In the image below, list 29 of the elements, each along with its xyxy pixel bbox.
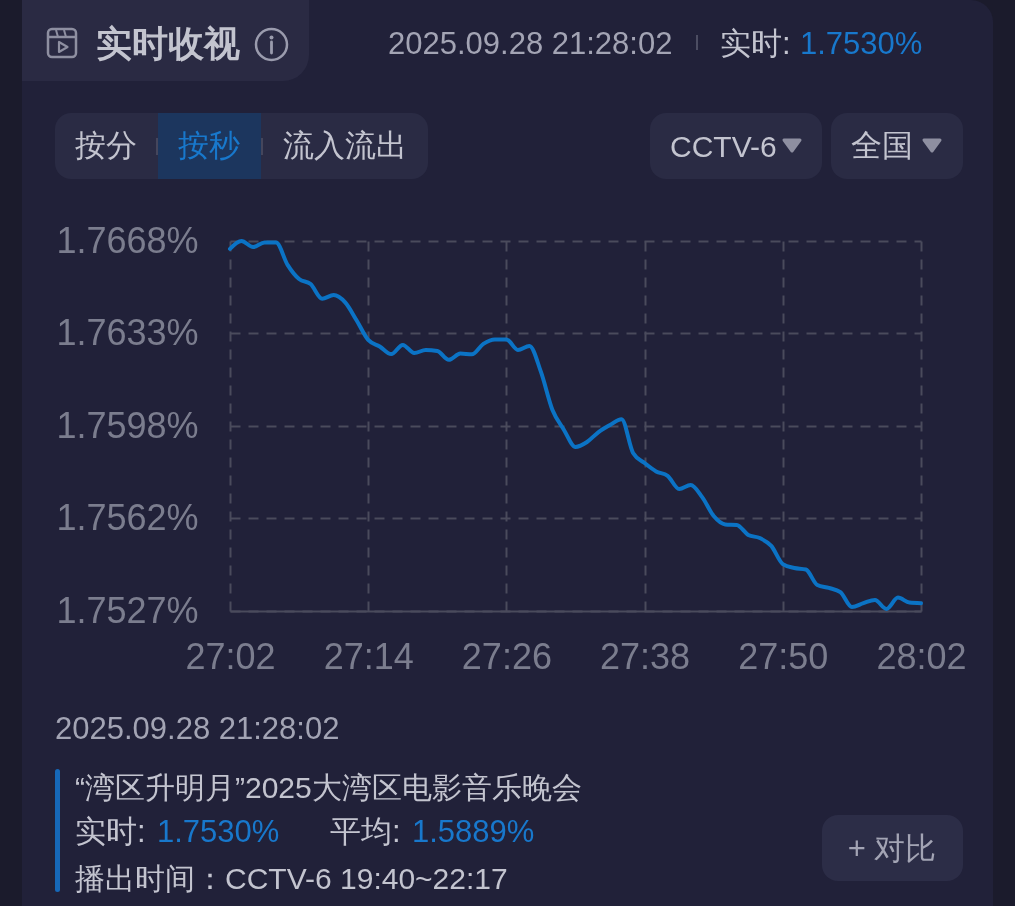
text: 流入流出	[283, 127, 407, 164]
text: 实时:	[75, 813, 146, 850]
x-tick-label: 28:02	[876, 635, 967, 677]
text: 2025.09.28 21:28:02	[388, 25, 673, 62]
text: “湾区升明月”2025大湾区电影音乐晚会	[75, 770, 582, 804]
text: 播出时间：CCTV-6 19:40~22:17	[75, 861, 508, 895]
x-tick-label: 27:14	[323, 635, 414, 677]
text: 实时:	[720, 25, 791, 62]
x-tick-label: 27:38	[600, 635, 691, 677]
text: 1.7530%	[157, 813, 280, 850]
text: + 对比	[847, 830, 937, 867]
text: 按秒	[178, 127, 240, 164]
y-tick-label: 1.7633%	[56, 311, 199, 353]
text: 全国	[851, 127, 913, 164]
text: 平均:	[330, 813, 401, 850]
text: 按分	[75, 127, 137, 164]
text: 2025.09.28 21:28:02	[55, 710, 340, 747]
chart-title: 实时收视	[96, 23, 240, 65]
y-tick-label: 1.7598%	[56, 404, 199, 446]
line-series	[228, 239, 923, 611]
text: 1.7530%	[800, 25, 923, 62]
text: CCTV-6	[670, 129, 777, 163]
x-tick-label: 27:50	[738, 635, 829, 677]
x-tick-label: 27:02	[185, 635, 276, 677]
text: 1.5889%	[412, 813, 535, 850]
x-tick-label: 27:26	[461, 635, 552, 677]
y-tick-label: 1.7668%	[56, 219, 199, 261]
y-tick-label: 1.7562%	[56, 496, 199, 538]
y-tick-label: 1.7527%	[56, 589, 199, 631]
